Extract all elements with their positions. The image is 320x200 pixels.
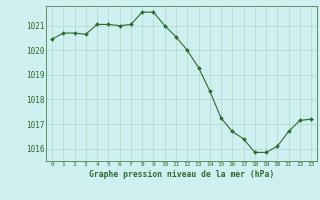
X-axis label: Graphe pression niveau de la mer (hPa): Graphe pression niveau de la mer (hPa) xyxy=(89,170,274,179)
